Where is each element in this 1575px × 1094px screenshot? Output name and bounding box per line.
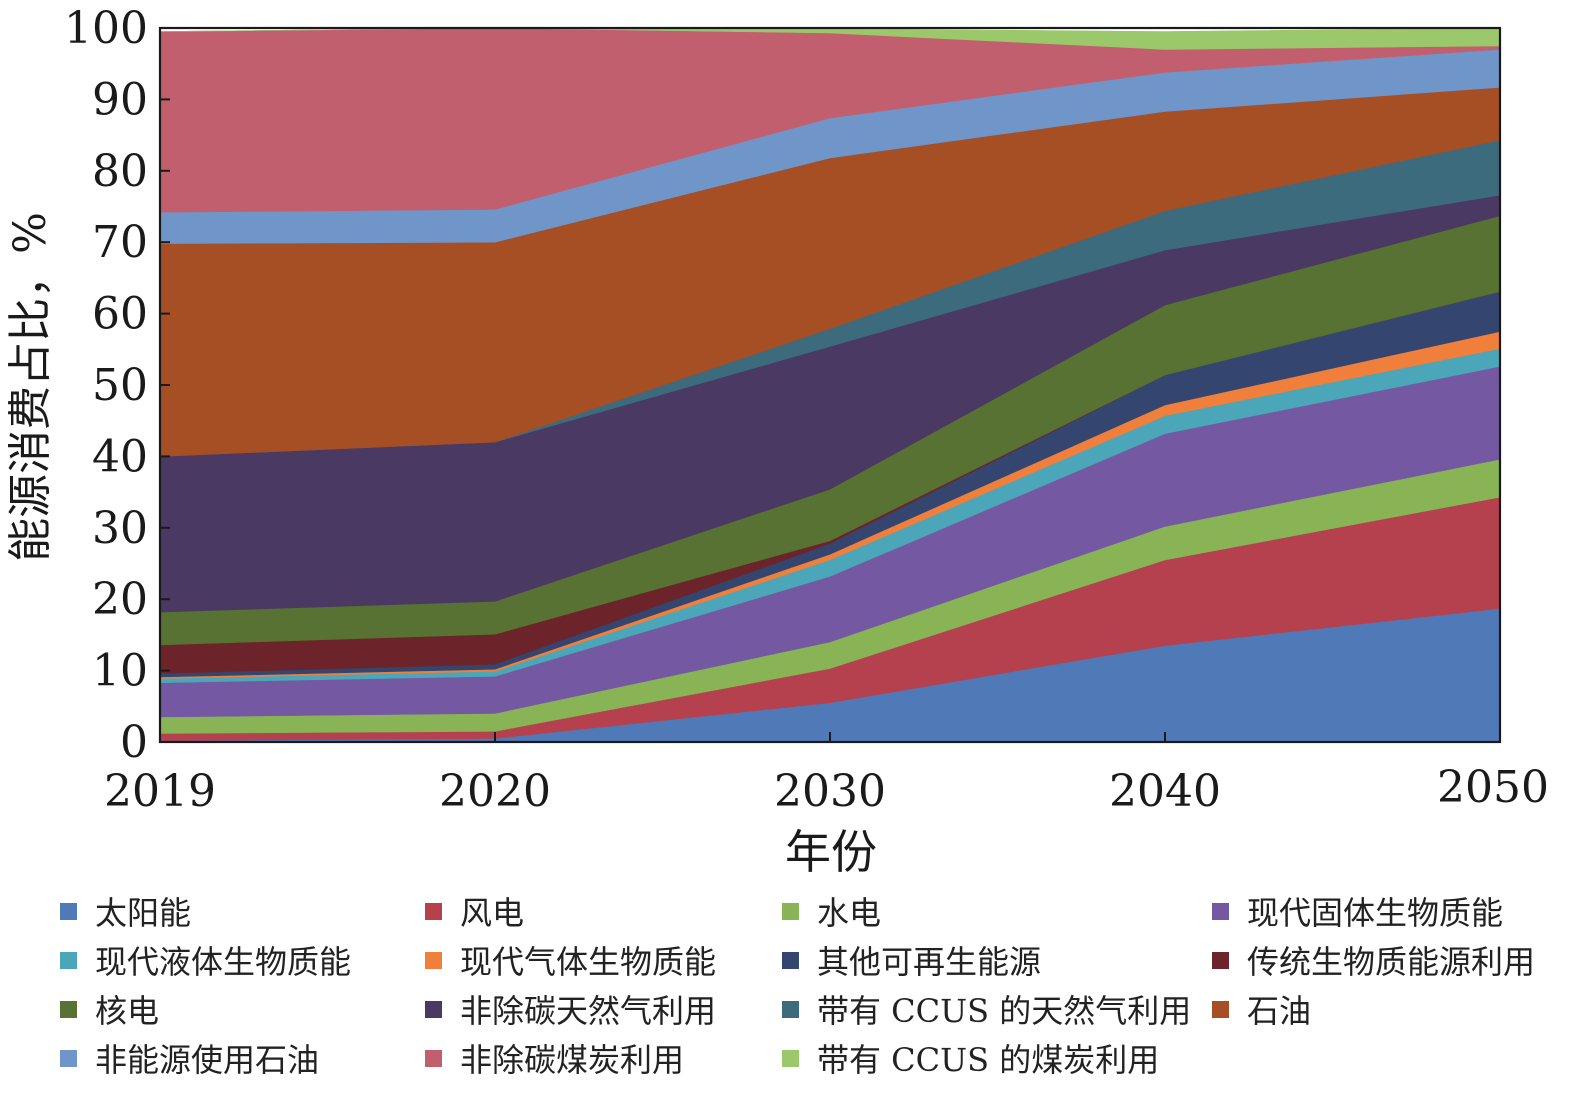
legend-label-10: 带有 CCUS 的天然气利用 bbox=[817, 992, 1192, 1030]
y-tick-labels: 0 10 20 30 40 50 60 70 80 90 100 bbox=[64, 3, 148, 768]
x-tick-label-3: 2040 bbox=[1109, 766, 1221, 817]
legend-swatch-3 bbox=[1212, 902, 1229, 920]
y-tick-label-6: 60 bbox=[92, 289, 148, 340]
legend-label-2: 水电 bbox=[817, 894, 882, 932]
legend-item-2: 水电 bbox=[782, 888, 881, 934]
legend-item-10: 带有 CCUS 的天然气利用 bbox=[782, 986, 1191, 1032]
legend-swatch-5 bbox=[425, 951, 442, 969]
x-axis-title: 年份 bbox=[785, 825, 877, 879]
legend-label-3: 现代固体生物质能 bbox=[1247, 894, 1504, 932]
legend-item-1: 风电 bbox=[425, 888, 524, 934]
x-tick-label-1: 2020 bbox=[439, 766, 551, 817]
x-tick-label-2: 2030 bbox=[774, 766, 886, 817]
legend-item-0: 太阳能 bbox=[60, 888, 191, 934]
y-tick-label-8: 80 bbox=[92, 146, 148, 197]
legend-item-13: 非除碳煤炭利用 bbox=[425, 1035, 684, 1081]
legend-item-11: 石油 bbox=[1212, 986, 1311, 1032]
y-axis-title: 能源消费占比，% bbox=[5, 212, 56, 562]
area-layers bbox=[159, 27, 1501, 743]
legend-swatch-2 bbox=[782, 902, 799, 920]
legend-label-9: 非除碳天然气利用 bbox=[460, 992, 717, 1030]
legend-swatch-8 bbox=[60, 1000, 77, 1018]
legend-item-3: 现代固体生物质能 bbox=[1212, 888, 1503, 934]
legend-swatch-6 bbox=[782, 951, 799, 969]
legend-label-12: 非能源使用石油 bbox=[95, 1041, 320, 1079]
legend-item-9: 非除碳天然气利用 bbox=[425, 986, 716, 1032]
x-tick-label-4: 2050 bbox=[1437, 762, 1549, 813]
legend-swatch-0 bbox=[60, 902, 77, 920]
legend-label-13: 非除碳煤炭利用 bbox=[460, 1041, 685, 1079]
legend-swatch-4 bbox=[60, 951, 77, 969]
y-tick-label-9: 90 bbox=[92, 74, 148, 125]
legend-item-7: 传统生物质能源利用 bbox=[1212, 937, 1535, 983]
y-tick-label-5: 50 bbox=[92, 360, 148, 411]
y-tick-label-7: 70 bbox=[92, 217, 148, 268]
y-tick-label-3: 30 bbox=[92, 503, 148, 554]
legend-label-14: 带有 CCUS 的煤炭利用 bbox=[817, 1041, 1160, 1079]
legend-swatch-14 bbox=[782, 1049, 799, 1067]
y-tick-label-0: 0 bbox=[120, 717, 148, 768]
y-tick-label-4: 40 bbox=[92, 431, 148, 482]
plot-frame bbox=[158, 26, 1502, 744]
legend-label-1: 风电 bbox=[460, 894, 525, 932]
legend-swatch-1 bbox=[425, 902, 442, 920]
legend-swatch-13 bbox=[425, 1049, 442, 1067]
legend-item-12: 非能源使用石油 bbox=[60, 1035, 319, 1081]
legend-label-6: 其他可再生能源 bbox=[817, 943, 1042, 981]
y-tick-label-1: 10 bbox=[92, 646, 148, 697]
legend-swatch-10 bbox=[782, 1000, 799, 1018]
legend-label-8: 核电 bbox=[95, 992, 160, 1030]
legend-swatch-11 bbox=[1212, 1000, 1229, 1018]
legend-item-4: 现代液体生物质能 bbox=[60, 937, 351, 983]
legend-label-7: 传统生物质能源利用 bbox=[1247, 943, 1536, 981]
legend-label-0: 太阳能 bbox=[95, 894, 192, 932]
legend-swatch-7 bbox=[1212, 951, 1229, 969]
legend-label-5: 现代气体生物质能 bbox=[460, 943, 717, 981]
x-tick-labels: 2019 2020 2030 2040 2050 bbox=[104, 762, 1549, 817]
legend-item-8: 核电 bbox=[60, 986, 159, 1032]
legend-swatch-9 bbox=[425, 1000, 442, 1018]
legend-swatch-12 bbox=[60, 1049, 77, 1067]
legend: 太阳能 风电 水电 现代固体生物质能现代液体生物质能 现代气体生物质能 其他可再生能源 传统… bbox=[60, 888, 1570, 1088]
y-tick-label-2: 20 bbox=[92, 574, 148, 625]
legend-label-11: 石油 bbox=[1247, 992, 1312, 1030]
legend-item-14: 带有 CCUS 的煤炭利用 bbox=[782, 1035, 1159, 1081]
legend-label-4: 现代液体生物质能 bbox=[95, 943, 352, 981]
x-tick-label-0: 2019 bbox=[104, 766, 216, 817]
legend-item-6: 其他可再生能源 bbox=[782, 937, 1041, 983]
y-tick-label-10: 100 bbox=[64, 3, 148, 54]
legend-item-5: 现代气体生物质能 bbox=[425, 937, 716, 983]
